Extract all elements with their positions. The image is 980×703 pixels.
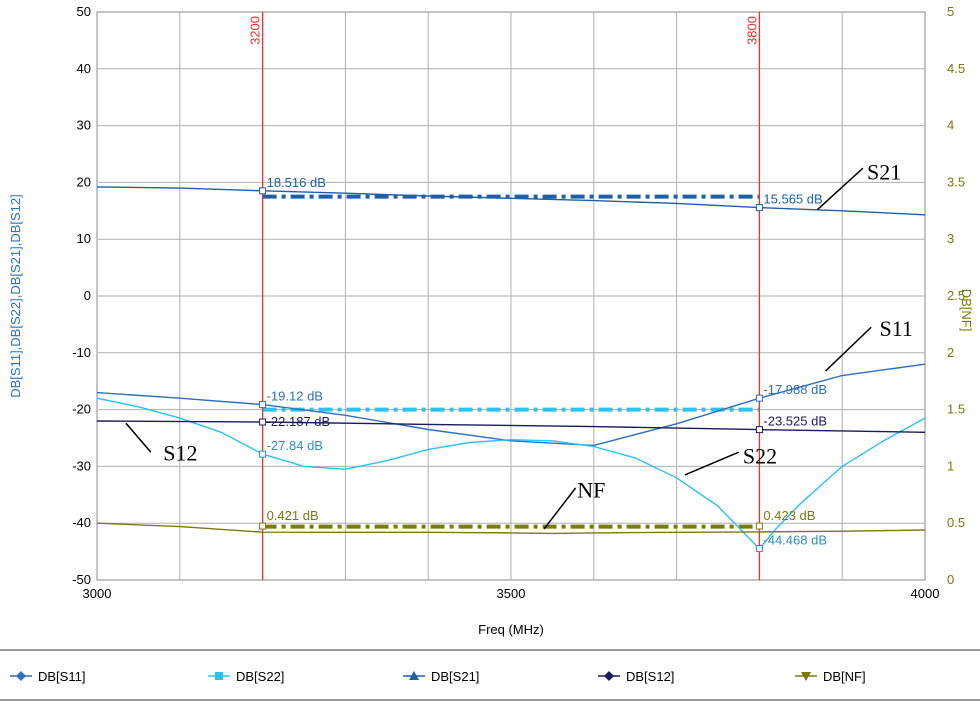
y-left-tick-label: -40 — [72, 515, 91, 530]
readout-point — [755, 204, 763, 212]
readout-label: 0.421 dB — [267, 508, 319, 523]
y-left-tick-label: 20 — [77, 174, 91, 189]
legend-entry-label: DB[NF] — [823, 669, 866, 684]
x-tick-label: 3500 — [497, 586, 526, 601]
readout-label: -22.187 dB — [267, 414, 331, 429]
readout-label: 15.565 dB — [763, 192, 822, 207]
y-left-tick-label: -50 — [72, 572, 91, 587]
marker-readouts: 18.516 dB 15.565 dB -19.12 dB -22.187 dB -27… — [259, 175, 827, 553]
legend-swatch-marker — [409, 671, 419, 680]
y-right-tick-label: 0 — [947, 572, 954, 587]
goal-lines — [262, 194, 760, 529]
series-line — [96, 420, 926, 433]
annotation-pointer — [543, 487, 577, 530]
y-right-tick-label: 4.5 — [947, 61, 965, 76]
readout-point — [755, 426, 763, 434]
series-lines — [96, 186, 926, 550]
readout-label: -17.988 dB — [763, 382, 827, 397]
legend-entry-label: DB[S11] — [38, 669, 85, 684]
y-left-tick-label: 30 — [77, 118, 91, 133]
y-right-tick-label: 3 — [947, 231, 954, 246]
y-right-tick-label: 5 — [947, 4, 954, 19]
legend: DB[S11] DB[S22] DB[S21] DB[S12] DB[NF] — [10, 669, 866, 684]
readout-label: 0.423 dB — [763, 508, 815, 523]
y-right-tick-label: 2.5 — [947, 288, 965, 303]
annotation-pointer — [825, 326, 872, 372]
legend-entry-label: DB[S12] — [626, 669, 674, 684]
y-right-tick-label: 0.5 — [947, 515, 965, 530]
readout-point — [755, 545, 763, 553]
readout-label: -44.468 dB — [763, 533, 827, 548]
series-line — [96, 186, 926, 216]
readout-point — [259, 187, 267, 195]
annotation-label: NF — [577, 478, 605, 503]
x-axis-label: Freq (MHz) — [478, 622, 544, 637]
y-right-tick-label: 1.5 — [947, 402, 965, 417]
legend-swatch-marker — [215, 672, 223, 680]
readout-point — [259, 418, 267, 426]
y-right-tick-label: 4 — [947, 118, 954, 133]
readout-point — [259, 401, 267, 409]
y-left-tick-label: 0 — [84, 288, 91, 303]
readout-label: 18.516 dB — [267, 175, 326, 190]
annotation-label: S21 — [867, 160, 901, 185]
y-right-tick-label: 1 — [947, 458, 954, 473]
y-left-tick-label: 50 — [77, 4, 91, 19]
readout-label: -27.84 dB — [267, 438, 323, 453]
y-left-tick-label: -10 — [72, 345, 91, 360]
annotation-pointer — [684, 451, 739, 476]
freq-markers: 3200 3800 — [248, 12, 761, 580]
readout-label: -23.525 dB — [763, 414, 827, 429]
readout-point — [259, 450, 267, 458]
legend-entry-label: DB[S22] — [236, 669, 284, 684]
axis-ticks: 50403020100-10-20-30-40-5054.543.532.521… — [72, 4, 965, 601]
annotation-label: S12 — [163, 441, 197, 466]
series-line — [96, 397, 926, 550]
series-line — [96, 363, 926, 447]
readout-point — [259, 522, 267, 530]
series-line — [96, 522, 926, 535]
annotation-label: S11 — [879, 316, 912, 341]
legend-swatch-marker — [801, 672, 811, 681]
y-left-tick-label: 10 — [77, 231, 91, 246]
y-right-axis-label: DB[NF] — [959, 289, 974, 332]
y-left-tick-label: -30 — [72, 458, 91, 473]
marker-label: 3200 — [248, 16, 263, 45]
annotation-pointer — [816, 167, 864, 211]
legend-swatch-marker — [604, 671, 614, 681]
grid — [97, 12, 925, 580]
y-right-tick-label: 2 — [947, 345, 954, 360]
marker-label: 3800 — [744, 16, 759, 45]
y-left-axis-label: DB[S11],DB[S22],DB[S21],DB[S12] — [8, 194, 23, 398]
legend-swatch-marker — [16, 671, 26, 681]
legend-entry-label: DB[S21] — [431, 669, 479, 684]
readout-label: -19.12 dB — [267, 389, 323, 404]
x-tick-label: 4000 — [911, 586, 940, 601]
readout-point — [755, 394, 763, 402]
annotation-label: S22 — [743, 444, 777, 469]
y-left-tick-label: -20 — [72, 402, 91, 417]
y-left-tick-label: 40 — [77, 61, 91, 76]
y-right-tick-label: 3.5 — [947, 174, 965, 189]
annotation-pointer — [125, 422, 152, 453]
annotations: S21 S11 S12 S22 NF — [125, 160, 913, 530]
readout-point — [755, 522, 763, 530]
x-tick-label: 3000 — [83, 586, 112, 601]
